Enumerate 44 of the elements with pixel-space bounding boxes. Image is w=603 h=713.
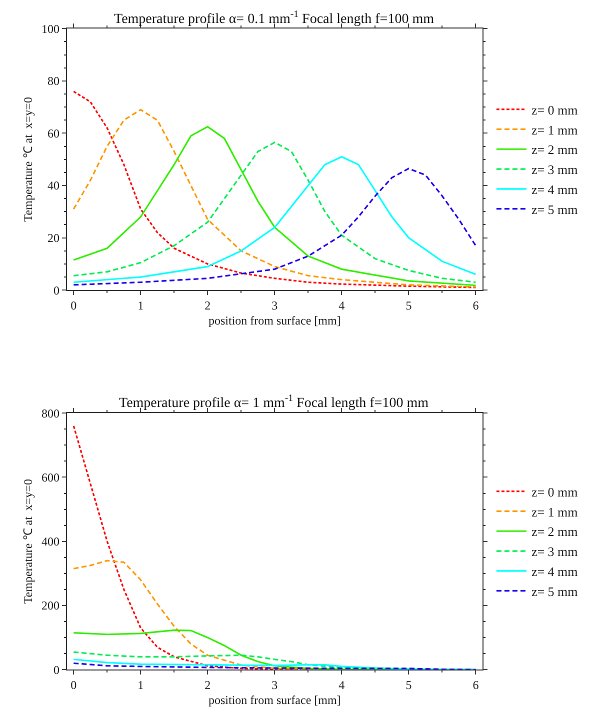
x-tick-label: 1 <box>138 298 144 312</box>
legend-label: z= 0 mm <box>531 484 578 500</box>
x-tick-label: 3 <box>272 678 278 692</box>
y-tick-label: 600 <box>42 470 60 484</box>
x-tick-label: 4 <box>338 678 345 692</box>
legend-label: z= 5 mm <box>531 584 578 599</box>
legend-label: z= 4 mm <box>531 182 578 197</box>
legend-label: z= 2 mm <box>531 142 578 158</box>
x-axis-title: position from surface [mm] <box>208 692 341 707</box>
x-tick-label: 0 <box>70 298 77 312</box>
y-tick-label: 40 <box>48 178 60 193</box>
x-tick-label: 2 <box>204 678 211 692</box>
y-axis-title: Temperature ℃ at x=y=0 <box>20 479 35 604</box>
x-axis-title: position from surface [mm] <box>208 313 341 328</box>
legend-label: z= 0 mm <box>531 102 578 118</box>
x-tick-label: 6 <box>472 298 479 312</box>
chart-title: Temperature profile α= 0.1 mm$^{-1}$ Focal length f=100 mm <box>114 9 434 27</box>
legend-label: z= 3 mm <box>531 544 578 560</box>
y-tick-label: 800 <box>42 406 60 420</box>
y-tick-label: 0 <box>54 283 60 298</box>
legend-label: z= 5 mm <box>531 202 578 217</box>
legend-label: z= 3 mm <box>531 162 578 178</box>
x-tick-label: 1 <box>138 678 144 692</box>
x-tick-label: 2 <box>204 298 211 312</box>
chart-title: Temperature profile α= 1 mm$^{-1}$ Focal length f=100 mm <box>119 393 429 411</box>
line-series <box>72 662 477 670</box>
y-tick-label: 80 <box>48 74 60 88</box>
y-tick-label: 100 <box>42 22 60 36</box>
x-tick-label: 3 <box>272 298 278 312</box>
y-tick-label: 0 <box>54 662 60 677</box>
x-tick-label: 5 <box>406 678 412 692</box>
x-tick-label: 6 <box>472 678 479 692</box>
y-tick-label: 400 <box>42 534 60 549</box>
y-tick-label: 60 <box>48 126 60 140</box>
legend-label: z= 1 mm <box>531 122 578 138</box>
y-tick-label: 20 <box>48 231 60 246</box>
x-tick-label: 0 <box>70 678 77 692</box>
legend-label: z= 4 mm <box>531 564 578 580</box>
legend-label: z= 1 mm <box>531 504 578 520</box>
y-axis-title: Temperature ℃ at x=y=0 <box>20 97 35 222</box>
legend-label: z= 2 mm <box>531 524 578 540</box>
x-tick-label: 4 <box>338 298 345 312</box>
y-tick-label: 200 <box>42 598 60 613</box>
x-tick-label: 5 <box>406 298 412 312</box>
